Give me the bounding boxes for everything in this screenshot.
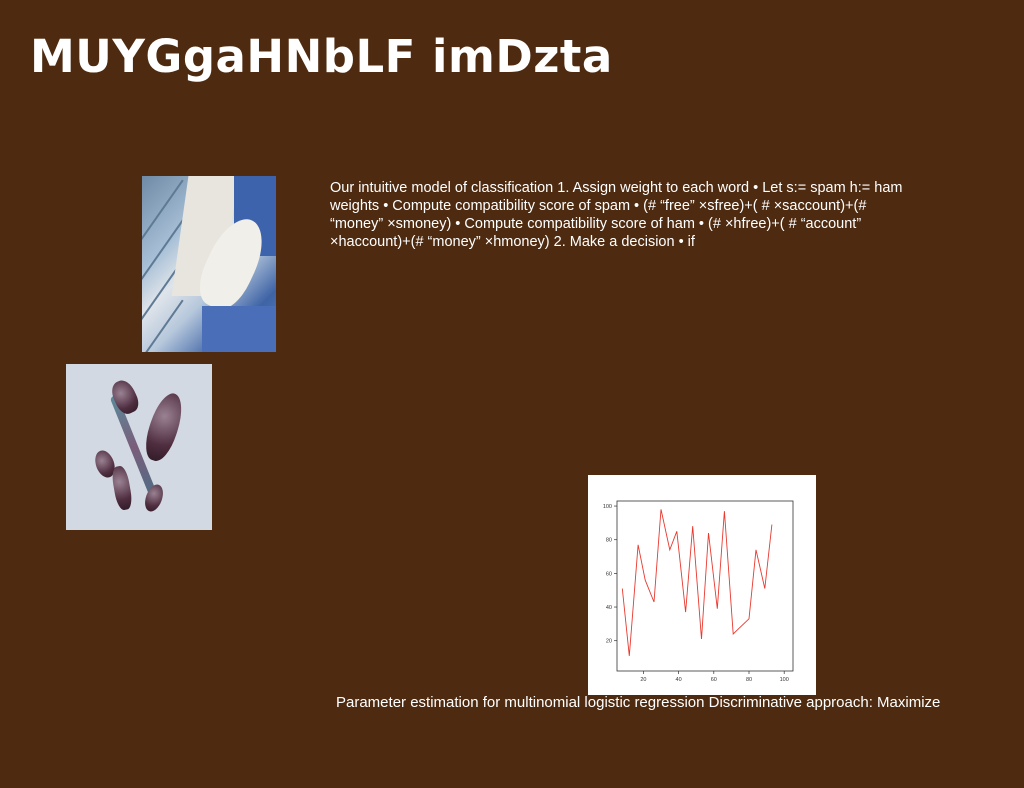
y-tick-label: 20 bbox=[606, 639, 612, 645]
plot-frame bbox=[616, 500, 794, 672]
y-tick-label: 80 bbox=[606, 538, 612, 544]
series-line bbox=[621, 509, 773, 656]
slide-title: MUYGgaHNbLF imDzta bbox=[30, 30, 613, 83]
x-tick-label: 80 bbox=[746, 677, 752, 683]
slide-body-text: Our intuitive model of classification 1.… bbox=[330, 180, 903, 250]
crystal-facial-roller-photo bbox=[66, 364, 212, 530]
jeans-and-shirt-photo bbox=[142, 176, 276, 352]
y-tick-label: 40 bbox=[606, 605, 612, 611]
x-tick-label: 100 bbox=[780, 677, 789, 683]
slide-caption: Parameter estimation for multinomial log… bbox=[336, 694, 941, 711]
x-tick-label: 20 bbox=[640, 677, 646, 683]
x-tick-label: 60 bbox=[711, 677, 717, 683]
y-tick-label: 100 bbox=[603, 504, 612, 510]
x-tick-label: 40 bbox=[676, 677, 682, 683]
y-tick-label: 60 bbox=[606, 571, 612, 577]
line-chart: 20 40 60 80 100 20 40 60 80 100 bbox=[588, 475, 816, 695]
line-chart-svg: 20 40 60 80 100 20 40 60 80 100 bbox=[603, 500, 794, 683]
